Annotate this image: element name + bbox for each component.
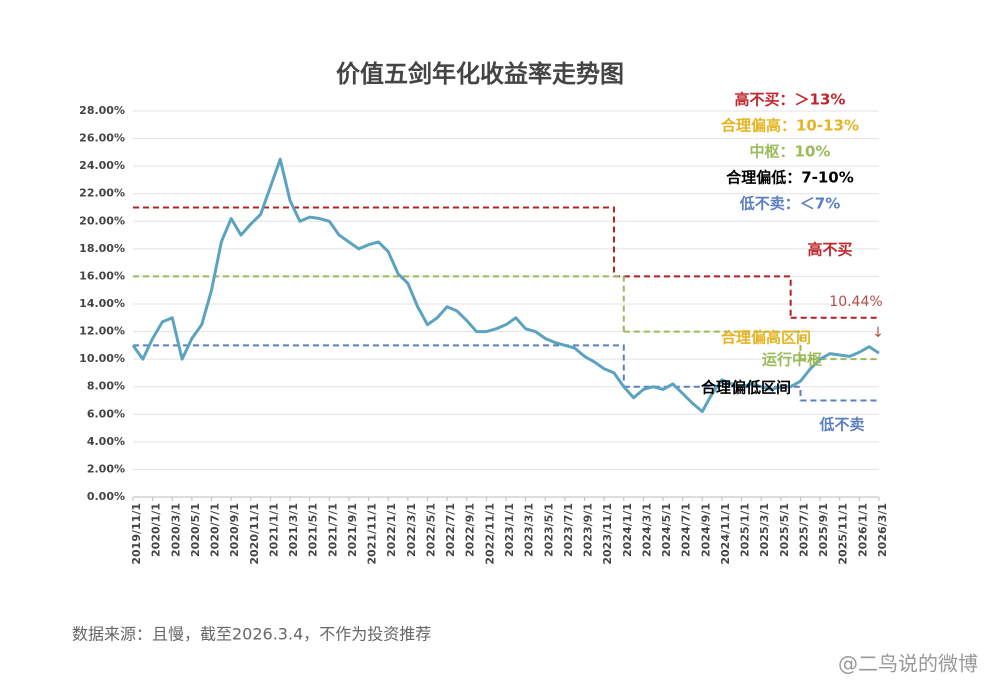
y-tick-label: 24.00% xyxy=(79,159,125,172)
y-tick-label: 4.00% xyxy=(87,435,125,448)
x-tick-label: 2024/11/1 xyxy=(719,503,732,565)
x-tick-label: 2021/7/1 xyxy=(326,503,339,557)
y-tick-label: 14.00% xyxy=(79,297,125,310)
x-tick-label: 2024/7/1 xyxy=(680,503,693,557)
annotation: ↓ xyxy=(872,325,884,341)
y-tick-label: 10.00% xyxy=(79,352,125,365)
tier-label: 合理偏低：7-10% xyxy=(725,169,854,187)
x-tick-label: 2020/9/1 xyxy=(228,503,241,557)
x-tick-label: 2022/7/1 xyxy=(444,503,457,557)
x-tick-label: 2024/1/1 xyxy=(621,503,634,557)
y-tick-label: 6.00% xyxy=(87,407,125,420)
x-tick-label: 2020/7/1 xyxy=(209,503,222,557)
x-tick-label: 2021/11/1 xyxy=(366,503,379,565)
x-tick-label: 2021/5/1 xyxy=(307,503,320,557)
chart-title: 价值五剑年化收益率走势图 xyxy=(336,60,624,88)
source-note: 数据来源：且慢，截至2026.3.4，不作为投资推荐 xyxy=(72,625,431,644)
x-tick-label: 2025/9/1 xyxy=(817,503,830,557)
x-tick-label: 2021/3/1 xyxy=(287,503,300,557)
x-tick-label: 2023/7/1 xyxy=(562,503,575,557)
y-tick-label: 0.00% xyxy=(87,490,125,503)
x-tick-label: 2024/5/1 xyxy=(660,503,673,557)
reference-line xyxy=(623,385,802,401)
x-tick-label: 2023/3/1 xyxy=(523,503,536,557)
reference-line xyxy=(613,275,792,318)
x-tick-label: 2022/1/1 xyxy=(385,503,398,557)
x-tick-label: 2020/3/1 xyxy=(169,503,182,557)
x-tick-label: 2022/11/1 xyxy=(483,503,496,565)
y-tick-label: 8.00% xyxy=(87,380,125,393)
x-tick-label: 2022/3/1 xyxy=(405,503,418,557)
y-tick-label: 20.00% xyxy=(79,214,125,227)
x-tick-label: 2026/3/1 xyxy=(876,503,889,557)
line-series xyxy=(131,157,880,414)
x-tick-label: 2023/9/1 xyxy=(582,503,595,557)
x-tick-label: 2021/1/1 xyxy=(267,503,280,557)
tier-label: 合理偏高：10-13% xyxy=(720,117,859,135)
watermark: @二鸟说的微博 xyxy=(838,652,978,676)
annotation: 运行中枢 xyxy=(762,351,822,369)
reference-line xyxy=(133,275,625,332)
x-tick-label: 2024/3/1 xyxy=(640,503,653,557)
x-tick-label: 2021/9/1 xyxy=(346,503,359,557)
x-tick-label: 2020/5/1 xyxy=(189,503,202,557)
reference-line xyxy=(623,330,802,360)
y-tick-label: 26.00% xyxy=(79,132,125,145)
x-tick-label: 2025/11/1 xyxy=(837,503,850,565)
x-tick-label: 2022/9/1 xyxy=(464,503,477,557)
annotation: 10.44% xyxy=(829,294,882,310)
annotation: 合理偏低区间 xyxy=(700,379,791,397)
x-tick-label: 2022/5/1 xyxy=(424,503,437,557)
x-tick-label: 2019/11/1 xyxy=(130,503,143,565)
x-tick-label: 2023/11/1 xyxy=(601,503,614,565)
y-tick-label: 16.00% xyxy=(79,269,125,282)
y-tick-label: 28.00% xyxy=(79,104,125,117)
annotation: 低不卖 xyxy=(818,416,864,434)
x-tick-label: 2020/1/1 xyxy=(150,503,163,557)
y-tick-label: 12.00% xyxy=(79,325,125,338)
annotation: 合理偏高区间 xyxy=(720,329,811,347)
x-tick-label: 2025/3/1 xyxy=(758,503,771,557)
tier-label: 高不买：＞13% xyxy=(735,91,846,109)
x-tick-label: 2025/7/1 xyxy=(797,503,810,557)
x-tick-label: 2024/9/1 xyxy=(699,503,712,557)
x-tick-label: 2020/11/1 xyxy=(248,503,261,565)
reference-line xyxy=(133,344,625,387)
y-tick-label: 2.00% xyxy=(87,462,125,475)
tier-label: 低不卖：＜7% xyxy=(739,195,840,213)
x-tick-label: 2025/1/1 xyxy=(739,503,752,557)
x-tick-label: 2025/5/1 xyxy=(778,503,791,557)
tier-label: 中枢：10% xyxy=(750,143,831,161)
y-tick-label: 18.00% xyxy=(79,242,125,255)
annotation: 高不买 xyxy=(807,241,852,259)
x-tick-label: 2026/1/1 xyxy=(856,503,869,557)
x-tick-label: 2023/5/1 xyxy=(542,503,555,557)
y-tick-label: 22.00% xyxy=(79,187,125,200)
x-tick-label: 2023/1/1 xyxy=(503,503,516,557)
